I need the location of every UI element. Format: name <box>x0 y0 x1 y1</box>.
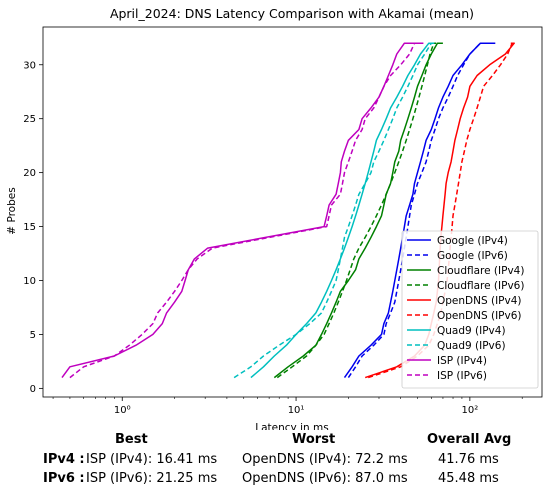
ipv6-row-label: IPv6 : <box>43 471 85 486</box>
series-line-isp-ipv4 <box>61 42 424 379</box>
legend-entry-label: Google (IPv6) <box>437 250 508 262</box>
overall-avg-header: Overall Avg <box>427 432 512 447</box>
x-axis: 10⁰ 10¹ 10² <box>52 397 523 416</box>
legend-entry-label: OpenDNS (IPv6) <box>437 310 522 322</box>
ipv4-worst-value: OpenDNS (IPv4): 72.2 ms <box>242 452 408 467</box>
worst-header: Worst <box>292 432 336 447</box>
legend-entry-label: Quad9 (IPv6) <box>437 340 506 352</box>
y-tick-label: 0 <box>30 384 36 395</box>
ipv4-row-label: IPv4 : <box>43 452 85 467</box>
y-axis: 0 5 10 15 20 25 30 <box>23 60 43 395</box>
summary-table: Best Worst Overall Avg IPv4 : ISP (IPv4)… <box>0 430 548 496</box>
y-tick-label: 10 <box>23 276 36 287</box>
legend-entry-label: Cloudflare (IPv6) <box>437 280 524 292</box>
ipv4-best-value: ISP (IPv4): 16.41 ms <box>86 452 218 467</box>
series-lines <box>61 42 515 379</box>
y-tick-label: 15 <box>23 222 36 233</box>
legend-entry-label: ISP (IPv4) <box>437 355 487 367</box>
ipv6-best-value: ISP (IPv6): 21.25 ms <box>86 471 218 486</box>
y-tick-label: 30 <box>23 60 36 71</box>
legend-entry-label: ISP (IPv6) <box>437 370 487 382</box>
legend-entry-label: Cloudflare (IPv4) <box>437 265 524 277</box>
series-line-quad9-ipv6 <box>233 42 437 379</box>
ipv6-avg-value: 45.48 ms <box>438 471 499 486</box>
latency-chart: April_2024: DNS Latency Comparison with … <box>6 6 543 430</box>
best-header: Best <box>115 432 148 447</box>
series-line-cloudflare-ipv4 <box>273 42 443 379</box>
x-tick-label: 10⁰ <box>114 405 131 416</box>
legend: Google (IPv4) Google (IPv6) Cloudflare (IP… <box>401 230 539 389</box>
series-line-quad9-ipv4 <box>250 42 434 379</box>
x-tick-label: 10² <box>462 405 479 416</box>
series-line-google-ipv6 <box>347 42 493 379</box>
x-tick-label: 10¹ <box>288 405 305 416</box>
series-line-cloudflare-ipv6 <box>276 42 437 379</box>
series-line-isp-ipv6 <box>69 42 421 379</box>
legend-entry-label: Quad9 (IPv4) <box>437 325 506 337</box>
legend-entry-label: OpenDNS (IPv4) <box>437 295 522 307</box>
legend-entry-label: Google (IPv4) <box>437 235 508 247</box>
ipv6-worst-value: OpenDNS (IPv6): 87.0 ms <box>242 471 408 486</box>
y-tick-label: 25 <box>23 114 36 125</box>
series-line-google-ipv4 <box>343 42 496 379</box>
plot-frame <box>42 26 543 398</box>
x-axis-title: Latency in ms <box>255 422 328 430</box>
ipv4-avg-value: 41.76 ms <box>438 452 499 467</box>
y-tick-label: 5 <box>30 330 36 341</box>
legend-box <box>401 230 539 389</box>
y-tick-label: 20 <box>23 168 36 179</box>
chart-title: April_2024: DNS Latency Comparison with … <box>110 6 474 21</box>
y-axis-title: # Probes <box>6 187 18 234</box>
